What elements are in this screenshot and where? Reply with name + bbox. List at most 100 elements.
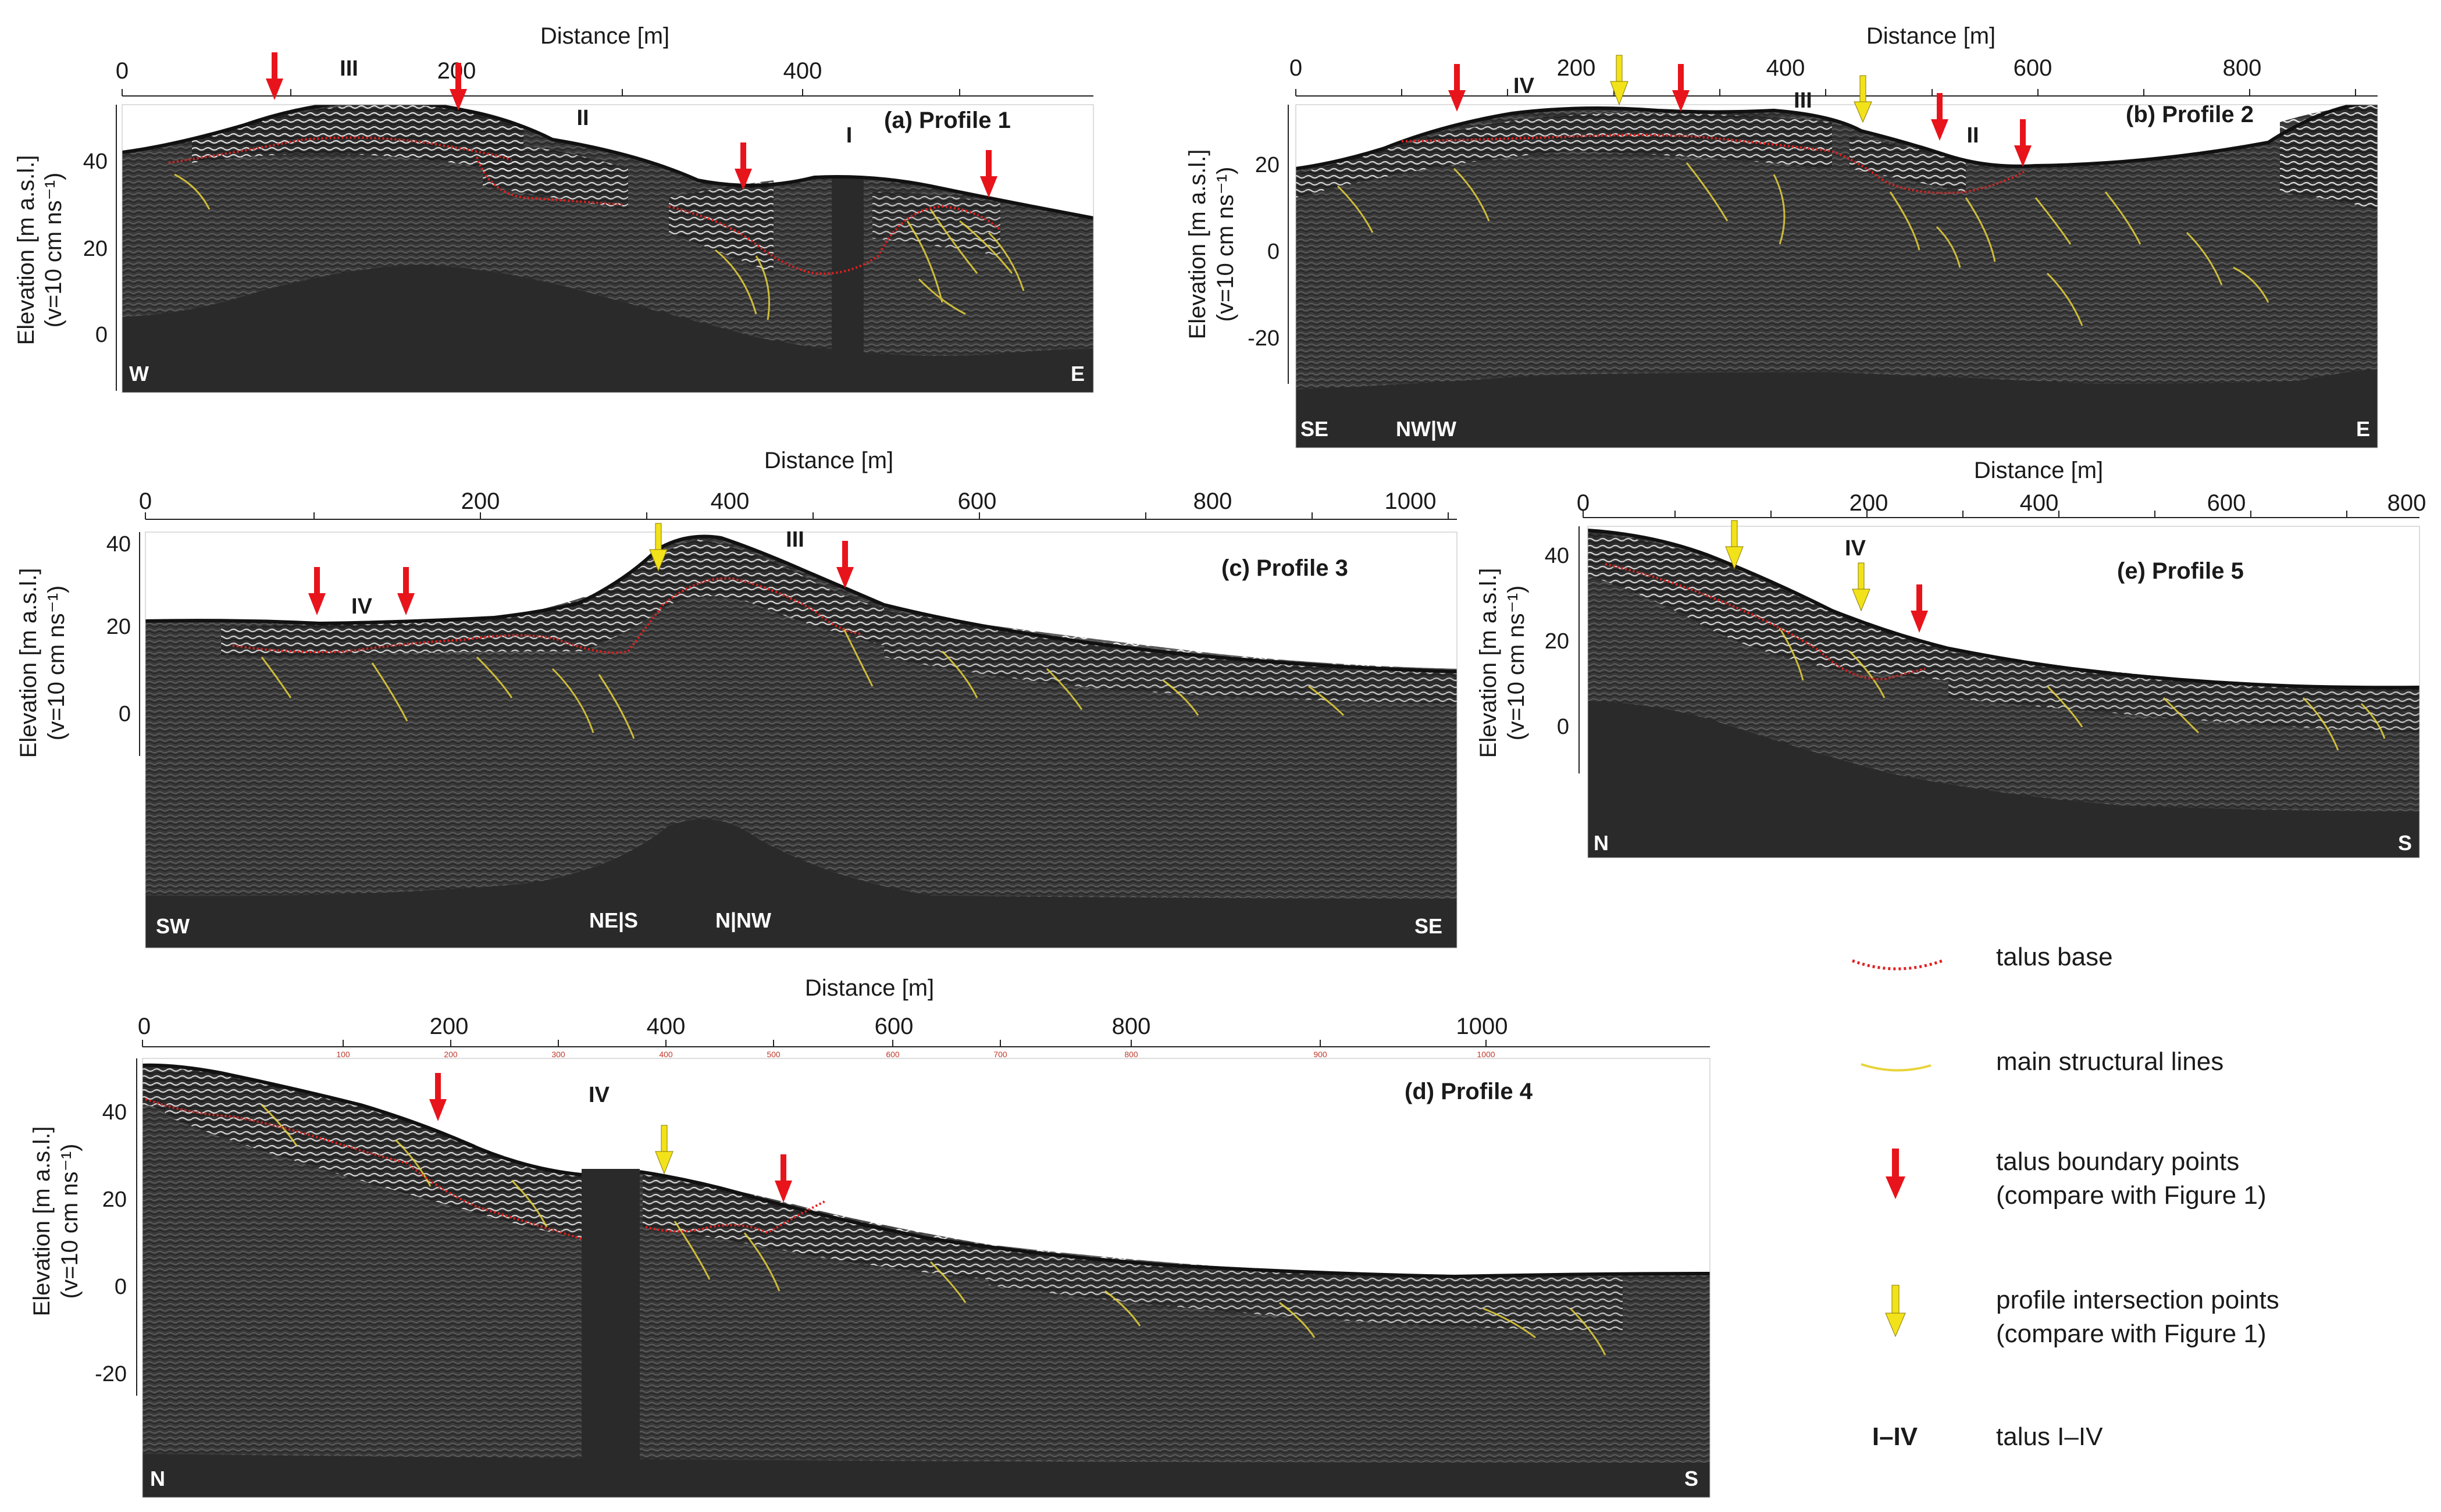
red-arrow-a4 — [980, 150, 997, 198]
structural-lines-d — [261, 1104, 1606, 1356]
surface-line-e — [1588, 529, 2419, 690]
elev-tick-0: 0 — [95, 323, 108, 347]
talus-base-d1 — [145, 1098, 582, 1240]
deep-zone-d — [142, 1454, 1710, 1497]
tick-0: 0 — [138, 1014, 151, 1039]
direction-label-left: SE — [1300, 417, 1328, 441]
bright-zone-a — [192, 105, 523, 174]
direction-label-right: E — [2356, 417, 2370, 441]
tick-800: 800 — [2223, 55, 2262, 81]
red-arrow-swatch — [1886, 1149, 1905, 1199]
tick-800: 800 — [2387, 490, 2426, 516]
svg-text:600: 600 — [886, 1050, 900, 1059]
svg-text:900: 900 — [1313, 1050, 1327, 1059]
talus-label-ii: II — [1966, 123, 1979, 148]
elevation-axis-title: Elevation [m a.s.l.] — [1185, 149, 1210, 340]
yellow-arrow-c1 — [649, 523, 668, 572]
bright-zone-e — [1588, 534, 1948, 680]
velocity-axis-title: (v=10 cm ns⁻¹) — [44, 586, 69, 741]
svg-text:400: 400 — [659, 1050, 673, 1059]
legend-label-boundary-2: (compare with Figure 1) — [1996, 1181, 2267, 1210]
distance-ticks — [122, 89, 960, 96]
talus-base-a1 — [168, 136, 512, 164]
yellow-arrow-b1 — [1610, 55, 1628, 106]
legend-label-talus: talus I–IV — [1996, 1422, 2103, 1451]
direction-label-right: E — [1071, 362, 1085, 386]
tick-400: 400 — [711, 488, 750, 514]
red-arrow-d1 — [429, 1073, 447, 1121]
red-arrow-b3 — [1931, 93, 1948, 141]
velocity-axis-title: (v=10 cm ns⁻¹) — [1213, 167, 1238, 322]
direction-label-mid-2: N|NW — [715, 908, 771, 933]
legend-symbol-talus: I–IV — [1872, 1422, 1918, 1451]
elev-tick-40: 40 — [83, 149, 108, 174]
tick-0: 0 — [139, 488, 152, 514]
legend-label-intersection-1: profile intersection points — [1996, 1286, 2279, 1314]
svg-text:500: 500 — [767, 1050, 781, 1059]
panel-title-e: (e) Profile 5 — [2117, 558, 2244, 584]
svg-text:1000: 1000 — [1477, 1050, 1495, 1059]
panel-title-a: (a) Profile 1 — [884, 108, 1011, 133]
panel-a-frame — [122, 104, 1094, 393]
talus-base-swatch — [1852, 959, 1943, 971]
svg-text:100: 100 — [336, 1050, 350, 1059]
direction-label-mid: NW|W — [1396, 417, 1456, 441]
yellow-arrow-d1 — [655, 1125, 673, 1175]
red-arrow-a1 — [266, 52, 283, 100]
red-arrow-e1 — [1911, 584, 1928, 633]
red-arrow-a3 — [735, 142, 752, 190]
panel-c-frame — [145, 532, 1458, 948]
talus-label-i: I — [846, 123, 853, 148]
direction-label-left: SW — [156, 914, 190, 938]
talus-base-c — [232, 577, 861, 654]
elev-tick-20: 20 — [1255, 153, 1280, 177]
direction-label-right: SE — [1414, 914, 1442, 938]
svg-text:300: 300 — [551, 1050, 565, 1059]
surface-line-c — [145, 534, 1457, 673]
structural-swatch — [1861, 1063, 1932, 1072]
tick-200: 200 — [461, 488, 500, 514]
elev-tick-0: 0 — [1267, 240, 1280, 264]
tick-600: 600 — [875, 1014, 914, 1039]
distance-axis-title: Distance [m] — [540, 23, 669, 49]
distance-axis-title: Distance [m] — [1974, 458, 2103, 483]
tick-400: 400 — [647, 1014, 686, 1039]
yellow-arrow-e1 — [1725, 520, 1744, 570]
tick-1000: 1000 — [1385, 488, 1437, 514]
red-arrow-b2 — [1672, 64, 1690, 112]
red-arrow-d2 — [775, 1154, 792, 1203]
talus-label-iv: IV — [1845, 536, 1866, 561]
panel-b: Distance [m] 0 200 400 600 800 20 0 -20 … — [1185, 23, 2378, 448]
distance-ticks — [1295, 89, 2356, 96]
talus-label-iii: III — [1794, 88, 1812, 113]
panel-c: Distance [m] 0 200 400 600 800 1000 40 2… — [16, 448, 1458, 948]
red-arrow-c2 — [397, 567, 415, 615]
tick-200: 200 — [430, 1014, 469, 1039]
tick-800: 800 — [1193, 488, 1232, 514]
talus-label-iii: III — [786, 527, 804, 552]
structural-lines-e — [1779, 627, 2386, 751]
distance-axis-title: Distance [m] — [1866, 23, 1995, 49]
talus-label-iv: IV — [351, 594, 373, 619]
tick-0: 0 — [1289, 55, 1302, 81]
talus-label-iv: IV — [1513, 74, 1535, 98]
elev-tick-20: 20 — [83, 237, 108, 261]
bright-zone-c — [221, 540, 884, 656]
svg-text:800: 800 — [1124, 1050, 1138, 1059]
red-arrow-a2 — [450, 63, 467, 110]
elevation-axis-title: Elevation [m a.s.l.] — [29, 1126, 55, 1317]
elev-tick-40: 40 — [102, 1100, 127, 1125]
surface-line-d — [142, 1063, 1710, 1279]
legend-boundary: talus boundary points (compare with Figu… — [1886, 1147, 2267, 1210]
elev-tick-minus20: -20 — [1248, 326, 1280, 351]
legend-label-structural: main structural lines — [1996, 1047, 2223, 1076]
legend: talus base main structural lines talus b… — [1852, 943, 2279, 1451]
legend-label-intersection-2: (compare with Figure 1) — [1996, 1320, 2267, 1348]
yellow-arrow-e2 — [1852, 562, 1870, 612]
talus-label-ii: II — [576, 106, 589, 130]
tick-200: 200 — [1850, 490, 1888, 516]
direction-label-mid-1: NE|S — [589, 908, 638, 933]
tick-1000: 1000 — [1456, 1014, 1508, 1039]
panel-e: Distance [m] 0 200 400 600 800 40 20 0 E… — [1476, 458, 2426, 858]
